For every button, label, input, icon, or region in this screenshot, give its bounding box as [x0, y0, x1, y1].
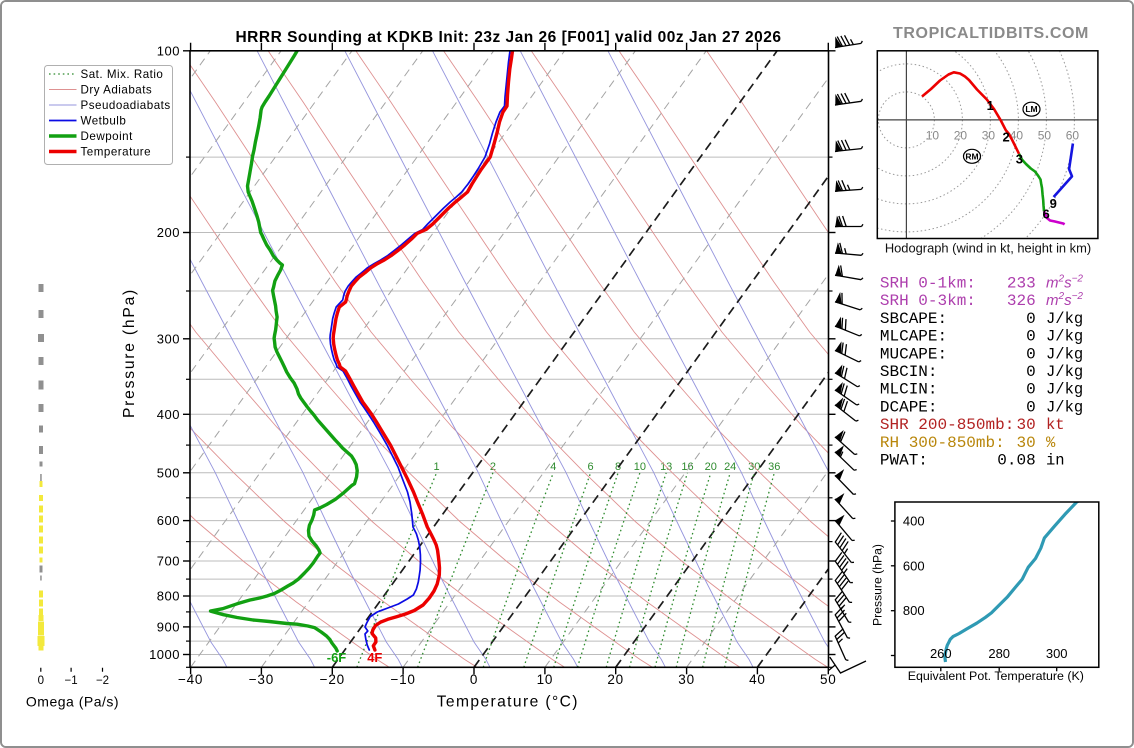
svg-text:MLCAPE:: MLCAPE: — [880, 328, 947, 346]
svg-text:50: 50 — [820, 672, 837, 687]
svg-text:24: 24 — [724, 461, 736, 473]
svg-text:1000: 1000 — [149, 647, 180, 662]
svg-text:Wetbulb: Wetbulb — [81, 115, 127, 128]
svg-text:J/kg: J/kg — [1046, 398, 1083, 416]
svg-text:900: 900 — [157, 619, 180, 634]
svg-text:Pseudoadiabats: Pseudoadiabats — [81, 99, 171, 112]
svg-text:Temperature (°C): Temperature (°C) — [437, 694, 579, 711]
svg-text:2: 2 — [1002, 130, 1009, 145]
svg-text:Dry Adiabats: Dry Adiabats — [81, 84, 153, 97]
svg-text:0: 0 — [1026, 398, 1036, 416]
svg-text:600: 600 — [903, 558, 925, 573]
svg-text:-6F: -6F — [327, 650, 347, 665]
svg-text:20: 20 — [705, 461, 717, 473]
svg-text:280: 280 — [988, 646, 1010, 661]
svg-text:500: 500 — [157, 465, 180, 480]
svg-text:SRH 0-1km:: SRH 0-1km: — [880, 275, 976, 293]
svg-text:260: 260 — [930, 646, 952, 661]
svg-text:30: 30 — [1016, 416, 1035, 434]
svg-text:0: 0 — [1026, 363, 1036, 381]
svg-text:in: in — [1046, 452, 1065, 470]
svg-text:40: 40 — [1010, 129, 1024, 143]
svg-text:kt: kt — [1046, 416, 1065, 434]
svg-text:400: 400 — [903, 514, 925, 529]
svg-text:30: 30 — [982, 129, 996, 143]
svg-text:1: 1 — [434, 461, 440, 473]
svg-text:10: 10 — [537, 672, 554, 687]
svg-text:300: 300 — [157, 331, 180, 346]
svg-text:60: 60 — [1066, 129, 1080, 143]
svg-text:10: 10 — [634, 461, 646, 473]
svg-text:20: 20 — [607, 672, 624, 687]
svg-text:6: 6 — [1042, 207, 1049, 222]
svg-text:36: 36 — [768, 461, 780, 473]
svg-text:DCAPE:: DCAPE: — [880, 398, 938, 416]
svg-text:J/kg: J/kg — [1046, 310, 1083, 328]
svg-text:Sat. Mix. Ratio: Sat. Mix. Ratio — [81, 68, 164, 81]
svg-text:Pressure (hPa): Pressure (hPa) — [121, 288, 138, 418]
svg-text:0: 0 — [1026, 345, 1036, 363]
svg-text:1: 1 — [987, 98, 994, 113]
svg-text:SHR 200-850mb:: SHR 200-850mb: — [880, 416, 1014, 434]
svg-text:J/kg: J/kg — [1046, 363, 1083, 381]
svg-text:%: % — [1046, 434, 1056, 452]
svg-text:0: 0 — [38, 675, 44, 687]
svg-text:400: 400 — [157, 407, 180, 422]
svg-text:4: 4 — [550, 461, 556, 473]
svg-text:MUCAPE:: MUCAPE: — [880, 345, 947, 363]
svg-text:20: 20 — [954, 129, 968, 143]
svg-text:30: 30 — [678, 672, 695, 687]
svg-text:SRH 0-3km:: SRH 0-3km: — [880, 292, 976, 310]
svg-text:−1: −1 — [65, 675, 78, 687]
svg-text:MLCIN:: MLCIN: — [880, 381, 938, 399]
svg-text:0: 0 — [1026, 328, 1036, 346]
svg-text:TROPICALTIDBITS.COM: TROPICALTIDBITS.COM — [893, 25, 1089, 42]
svg-text:RH 300-850mb:: RH 300-850mb: — [880, 434, 1005, 452]
svg-text:100: 100 — [157, 43, 180, 58]
svg-text:2: 2 — [490, 461, 496, 473]
svg-text:0: 0 — [1026, 310, 1036, 328]
svg-text:Hodograph (wind in kt, height: Hodograph (wind in kt, height in km) — [885, 241, 1091, 256]
svg-text:700: 700 — [157, 554, 180, 569]
svg-text:6: 6 — [588, 461, 594, 473]
svg-text:0: 0 — [470, 672, 478, 687]
svg-text:SBCAPE:: SBCAPE: — [880, 310, 947, 328]
svg-text:LM: LM — [1025, 104, 1037, 114]
svg-text:Equivalent Pot. Temperature (K: Equivalent Pot. Temperature (K) — [908, 669, 1084, 683]
svg-text:0: 0 — [1026, 381, 1036, 399]
svg-text:50: 50 — [1038, 129, 1052, 143]
svg-text:Dewpoint: Dewpoint — [81, 130, 134, 143]
svg-text:600: 600 — [157, 513, 180, 528]
svg-text:800: 800 — [903, 603, 925, 618]
svg-text:Temperature: Temperature — [81, 146, 152, 159]
svg-text:−20: −20 — [320, 672, 345, 687]
svg-text:200: 200 — [157, 225, 180, 240]
svg-text:J/kg: J/kg — [1046, 381, 1083, 399]
svg-text:9: 9 — [1050, 196, 1057, 211]
svg-text:J/kg: J/kg — [1046, 328, 1083, 346]
svg-text:0.08: 0.08 — [997, 452, 1035, 470]
svg-text:J/kg: J/kg — [1046, 345, 1083, 363]
svg-text:Pressure (hPa): Pressure (hPa) — [871, 544, 885, 626]
svg-text:233: 233 — [1007, 275, 1036, 293]
svg-text:326: 326 — [1007, 292, 1036, 310]
svg-text:300: 300 — [1046, 646, 1068, 661]
svg-text:10: 10 — [926, 129, 940, 143]
svg-text:SBCIN:: SBCIN: — [880, 363, 938, 381]
svg-text:3: 3 — [1016, 152, 1023, 167]
svg-text:30: 30 — [1016, 434, 1035, 452]
svg-text:−40: −40 — [178, 672, 203, 687]
svg-text:PWAT:: PWAT: — [880, 452, 928, 470]
svg-text:16: 16 — [681, 461, 693, 473]
svg-text:800: 800 — [157, 589, 180, 604]
svg-text:Omega (Pa/s): Omega (Pa/s) — [26, 694, 119, 710]
svg-text:−10: −10 — [390, 672, 415, 687]
svg-text:−2: −2 — [96, 675, 109, 687]
svg-text:HRRR Sounding at KDKB Init: 23: HRRR Sounding at KDKB Init: 23z Jan 26 [… — [235, 29, 781, 46]
svg-text:4F: 4F — [367, 650, 382, 665]
svg-text:RM: RM — [965, 151, 978, 161]
svg-text:40: 40 — [749, 672, 766, 687]
svg-text:−30: −30 — [249, 672, 274, 687]
